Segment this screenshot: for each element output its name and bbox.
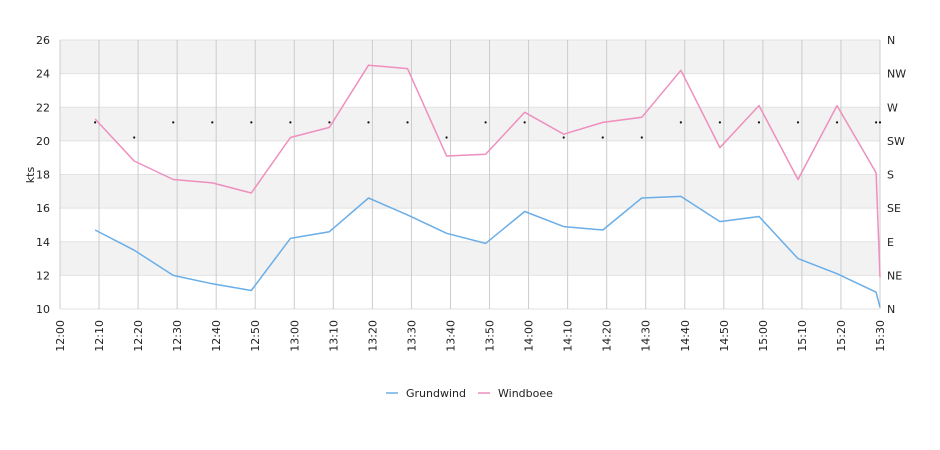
x-tick-label: 12:40 [210, 320, 223, 352]
direction-marker [289, 121, 292, 124]
x-tick-label: 13:30 [405, 320, 418, 352]
x-tick-label: 12:00 [54, 320, 67, 352]
right-axis-label: W [887, 101, 898, 114]
x-tick-label: 14:50 [718, 320, 731, 352]
band [60, 275, 880, 309]
y-tick-label: 12 [36, 269, 50, 282]
x-tick-label: 15:30 [874, 320, 887, 352]
band [60, 40, 880, 74]
right-axis-label: NW [887, 68, 906, 81]
direction-marker [562, 136, 565, 139]
direction-marker [523, 121, 526, 124]
direction-marker [94, 121, 97, 124]
direction-marker [601, 136, 604, 139]
y-tick-label: 10 [36, 303, 50, 316]
x-tick-label: 12:30 [171, 320, 184, 352]
band [60, 107, 880, 141]
y-tick-label: 26 [36, 34, 50, 47]
x-tick-label: 15:10 [796, 320, 809, 352]
y-tick-label: 20 [36, 135, 50, 148]
x-tick-label: 14:00 [523, 320, 536, 352]
direction-marker [796, 121, 800, 124]
direction-marker [133, 136, 136, 139]
direction-marker [757, 121, 761, 124]
series-lines [94, 64, 881, 308]
x-tick-label: 15:20 [835, 320, 848, 352]
y-tick-label: 24 [36, 68, 50, 81]
direction-marker [406, 121, 409, 124]
series-line-grundwind [94, 195, 881, 308]
x-tick-label: 13:10 [327, 320, 340, 352]
right-axis-label: N [887, 303, 895, 316]
x-tick-label: 12:20 [132, 320, 145, 352]
x-axis-ticks: 12:00 12:10 12:20 12:30 12:40 12:50 13:00 13:10… [54, 320, 887, 352]
right-axis-label: NE [887, 269, 902, 282]
direction-marker [640, 136, 643, 139]
direction-marker [835, 121, 839, 124]
band [60, 174, 880, 209]
right-axis-label: SE [887, 202, 901, 215]
right-axis-label: S [887, 169, 894, 182]
background-bands [60, 39, 880, 310]
x-tick-label: 14:10 [562, 320, 575, 352]
direction-marker [679, 121, 682, 124]
y-tick-label: 16 [36, 202, 50, 215]
x-tick-label: 14:40 [679, 320, 692, 352]
x-tick-label: 13:20 [366, 320, 379, 352]
y-axis-label: kts [24, 167, 37, 184]
legend-label: Windboee [498, 387, 553, 400]
x-tick-label: 13:00 [288, 320, 301, 352]
band [60, 140, 880, 175]
direction-marker [484, 121, 487, 124]
y-tick-label: 22 [36, 101, 50, 114]
direction-marker [328, 121, 331, 124]
direction-marker [874, 121, 878, 124]
y-tick-label: 18 [36, 169, 50, 182]
x-tick-label: 13:40 [444, 320, 457, 352]
right-axis-label: SW [887, 135, 905, 148]
x-tick-label: 14:20 [601, 320, 614, 352]
band [60, 241, 880, 276]
x-tick-label: 12:10 [93, 320, 106, 352]
direction-marker [878, 121, 882, 124]
direction-marker [718, 121, 722, 124]
x-tick-label: 15:00 [757, 320, 770, 352]
direction-marker [445, 136, 448, 139]
direction-marker [172, 121, 175, 124]
y-tick-label: 14 [36, 236, 50, 249]
right-axis-ticks: N NE E SE S SW W NW N [887, 34, 906, 316]
x-tick-label: 12:50 [249, 320, 262, 352]
series-line-windboee [94, 64, 881, 278]
right-axis-label: N [887, 34, 895, 47]
direction-marker [367, 121, 370, 124]
x-tick-label: 14:30 [640, 320, 653, 352]
right-axis-label: E [887, 236, 894, 249]
direction-marker [211, 121, 214, 124]
direction-markers [94, 121, 882, 139]
legend: Grundwind Windboee [386, 387, 553, 400]
legend-label: Grundwind [406, 387, 466, 400]
band [60, 73, 880, 108]
band [60, 208, 880, 242]
y-axis-ticks: 10 12 14 16 18 20 22 24 26 [36, 34, 50, 316]
vertical-gridlines [59, 40, 881, 309]
x-tick-label: 13:50 [484, 320, 497, 352]
direction-marker [250, 121, 253, 124]
